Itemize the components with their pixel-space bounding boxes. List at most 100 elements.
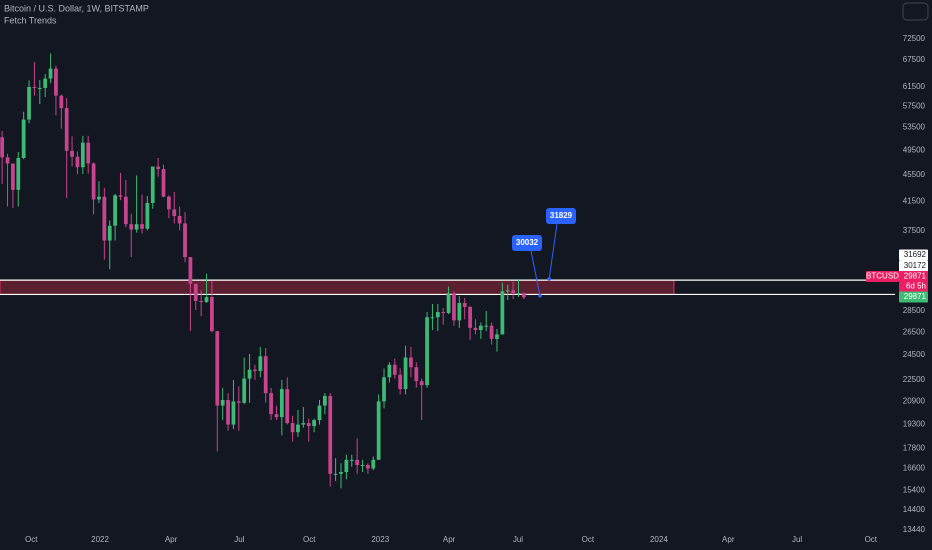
symbol-price-box bbox=[899, 271, 928, 282]
x-tick-label: Apr bbox=[722, 535, 735, 544]
candle-body bbox=[296, 424, 300, 433]
candle-body bbox=[387, 364, 392, 378]
candle-body bbox=[339, 472, 343, 474]
candle-body bbox=[37, 87, 42, 89]
candle-body bbox=[199, 300, 204, 302]
candle-body bbox=[134, 224, 139, 230]
candle-body bbox=[263, 356, 268, 394]
candle-body bbox=[59, 95, 64, 109]
candle-body bbox=[150, 166, 155, 203]
zone-top-label: 31692 bbox=[904, 250, 927, 259]
candle-body bbox=[258, 356, 263, 371]
candle-body bbox=[113, 195, 117, 226]
candle-body bbox=[414, 367, 419, 382]
annotation-label: 30032 bbox=[516, 238, 539, 247]
candle-body bbox=[177, 215, 182, 224]
annotation-label: 31829 bbox=[550, 211, 573, 220]
candle-body bbox=[172, 209, 177, 216]
x-tick-label: 2024 bbox=[650, 535, 668, 544]
symbol-price: 29871 bbox=[904, 272, 927, 281]
candle-body bbox=[301, 423, 306, 425]
candle-body bbox=[247, 369, 252, 379]
indicator-name: Fetch Trends bbox=[4, 15, 57, 25]
y-tick-label: 15400 bbox=[903, 485, 926, 494]
candle-body bbox=[48, 68, 53, 79]
candle-body bbox=[355, 459, 360, 465]
zone-top-label-box bbox=[899, 249, 928, 261]
candle-body bbox=[269, 393, 273, 415]
toolbar-button[interactable] bbox=[902, 2, 929, 21]
candle-body bbox=[145, 202, 150, 229]
y-tick-label: 16600 bbox=[903, 464, 926, 473]
y-tick-label: 20900 bbox=[903, 396, 926, 405]
x-tick-label: Oct bbox=[25, 535, 38, 544]
x-tick-label: Oct bbox=[582, 535, 595, 544]
candle-body bbox=[403, 357, 408, 390]
candle-body bbox=[193, 283, 198, 301]
x-tick-label: Jul bbox=[792, 535, 802, 544]
candle-body bbox=[366, 464, 370, 469]
candle-body bbox=[43, 78, 48, 88]
candle-body bbox=[446, 293, 451, 314]
x-tick-label: Oct bbox=[303, 535, 316, 544]
candle-body bbox=[86, 142, 91, 164]
y-tick-label: 61500 bbox=[903, 82, 926, 91]
candle-body bbox=[425, 317, 429, 386]
y-tick-label: 67500 bbox=[903, 55, 926, 64]
x-tick-label: 2023 bbox=[371, 535, 389, 544]
candle-body bbox=[0, 137, 5, 158]
candle-body bbox=[409, 357, 413, 368]
candle-body bbox=[183, 223, 187, 258]
candle-body bbox=[312, 420, 316, 427]
candle-body bbox=[204, 297, 209, 302]
annotation-box bbox=[512, 235, 542, 251]
candle-body bbox=[462, 302, 467, 307]
annotation-box bbox=[546, 208, 576, 224]
candle-body bbox=[156, 166, 161, 170]
candle-body bbox=[349, 459, 354, 461]
candle-body bbox=[435, 312, 440, 318]
y-tick-label: 72500 bbox=[903, 34, 926, 43]
candle-body bbox=[220, 399, 225, 406]
candle-body bbox=[430, 317, 435, 319]
candle-body bbox=[419, 381, 424, 386]
y-tick-label: 45500 bbox=[903, 170, 926, 179]
annotation-line bbox=[530, 250, 541, 296]
y-tick-label: 28500 bbox=[903, 306, 926, 315]
zone-bottom-label-box bbox=[899, 260, 928, 272]
candle-body bbox=[371, 459, 376, 469]
annotation-line bbox=[548, 223, 558, 279]
symbol-box bbox=[866, 271, 899, 282]
candle-body bbox=[129, 224, 134, 230]
candle-body bbox=[457, 302, 462, 321]
symbol-label: BTCUSD bbox=[866, 272, 899, 281]
candle-body bbox=[392, 364, 397, 375]
candle-body bbox=[97, 196, 101, 200]
candle-body bbox=[161, 169, 166, 197]
zone-bottom-label: 30172 bbox=[904, 261, 927, 270]
zone bbox=[0, 279, 675, 295]
chart-title: Bitcoin / U.S. Dollar, 1W, BITSTAMP bbox=[4, 3, 149, 13]
last-price: 29871 bbox=[904, 292, 927, 301]
y-tick-label: 49500 bbox=[903, 145, 926, 154]
candle-body bbox=[226, 399, 230, 425]
candle-body bbox=[231, 401, 236, 425]
x-tick-label: Jul bbox=[513, 535, 523, 544]
candle-body bbox=[505, 290, 510, 292]
countdown-box bbox=[899, 281, 928, 292]
candle-body bbox=[285, 389, 290, 424]
candle-body bbox=[344, 459, 349, 473]
candle-body bbox=[376, 401, 381, 460]
candle-body bbox=[215, 331, 220, 406]
candle-body bbox=[32, 86, 37, 88]
candle-body bbox=[210, 297, 214, 332]
x-tick-label: Apr bbox=[443, 535, 456, 544]
x-tick-label: Jul bbox=[234, 535, 244, 544]
candle-body bbox=[70, 150, 74, 157]
y-tick-label: 53500 bbox=[903, 123, 926, 132]
candle-body bbox=[468, 306, 472, 328]
candle-body bbox=[140, 224, 144, 229]
candle-body bbox=[328, 395, 333, 474]
candle-body bbox=[188, 257, 193, 284]
